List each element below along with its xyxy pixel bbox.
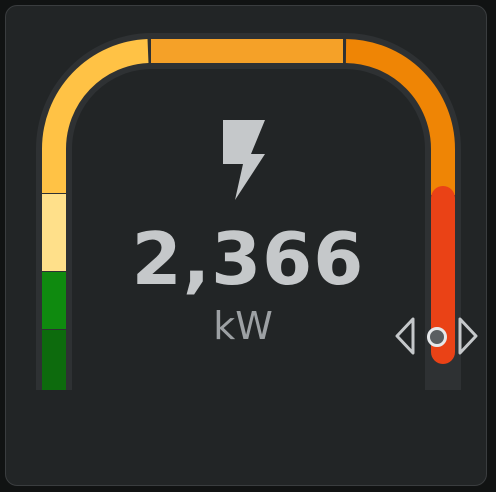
page-dot-icon[interactable] xyxy=(425,325,449,349)
power-value: 2,366 xyxy=(131,217,365,301)
gauge-segment-dark-orange xyxy=(345,39,455,195)
lightning-bolt-icon xyxy=(221,120,269,202)
gauge-segment-yellow-orange xyxy=(41,39,149,193)
power-unit: kW xyxy=(213,304,273,348)
chevron-left-icon[interactable] xyxy=(393,316,417,356)
chevron-right-icon[interactable] xyxy=(456,316,480,356)
